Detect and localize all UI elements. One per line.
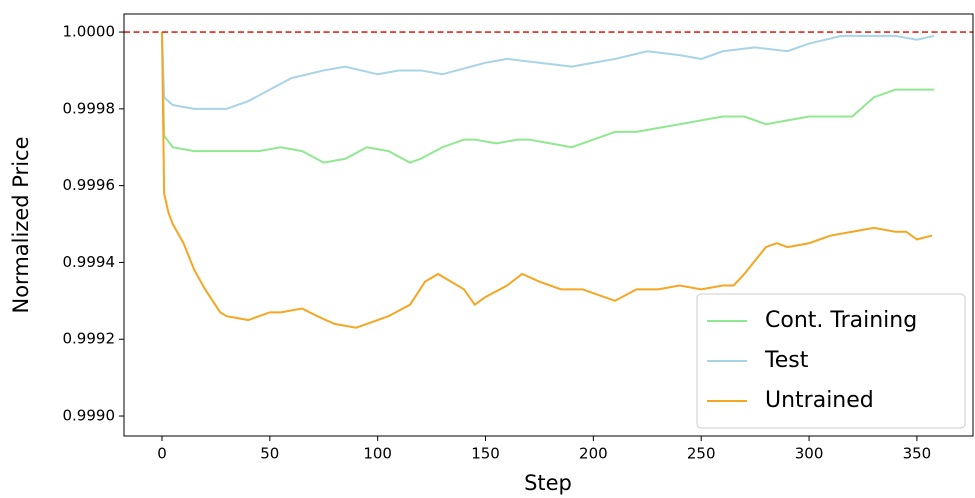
x-tick-label: 100 bbox=[363, 445, 392, 463]
y-tick-label: 0.9998 bbox=[63, 99, 116, 117]
plot-frame bbox=[123, 13, 974, 437]
x-tick-label: 150 bbox=[471, 445, 500, 463]
x-tick-label: 300 bbox=[795, 445, 824, 463]
y-tick-label: 1.0000 bbox=[63, 23, 116, 41]
x-tick-label: 250 bbox=[687, 445, 716, 463]
line-series bbox=[160, 32, 935, 110]
x-tick-label: 200 bbox=[579, 445, 608, 463]
y-axis-title: Normalized Price bbox=[9, 137, 33, 314]
x-tick-label: 0 bbox=[157, 445, 167, 463]
legend-label: Untrained bbox=[765, 388, 874, 413]
y-tick-label: 0.9996 bbox=[63, 176, 116, 194]
x-tick-label: 50 bbox=[260, 445, 279, 463]
line-series bbox=[160, 32, 935, 164]
legend-box bbox=[696, 293, 966, 429]
x-tick-label: 350 bbox=[903, 445, 932, 463]
y-tick-label: 0.9994 bbox=[63, 253, 116, 271]
y-tick-label: 0.9992 bbox=[63, 330, 116, 348]
y-tick-label: 0.9990 bbox=[63, 407, 116, 425]
line-series bbox=[160, 32, 933, 329]
x-axis-title: Step bbox=[524, 471, 572, 495]
legend-label: Cont. Training bbox=[765, 308, 917, 333]
legend-label: Test bbox=[764, 348, 809, 373]
